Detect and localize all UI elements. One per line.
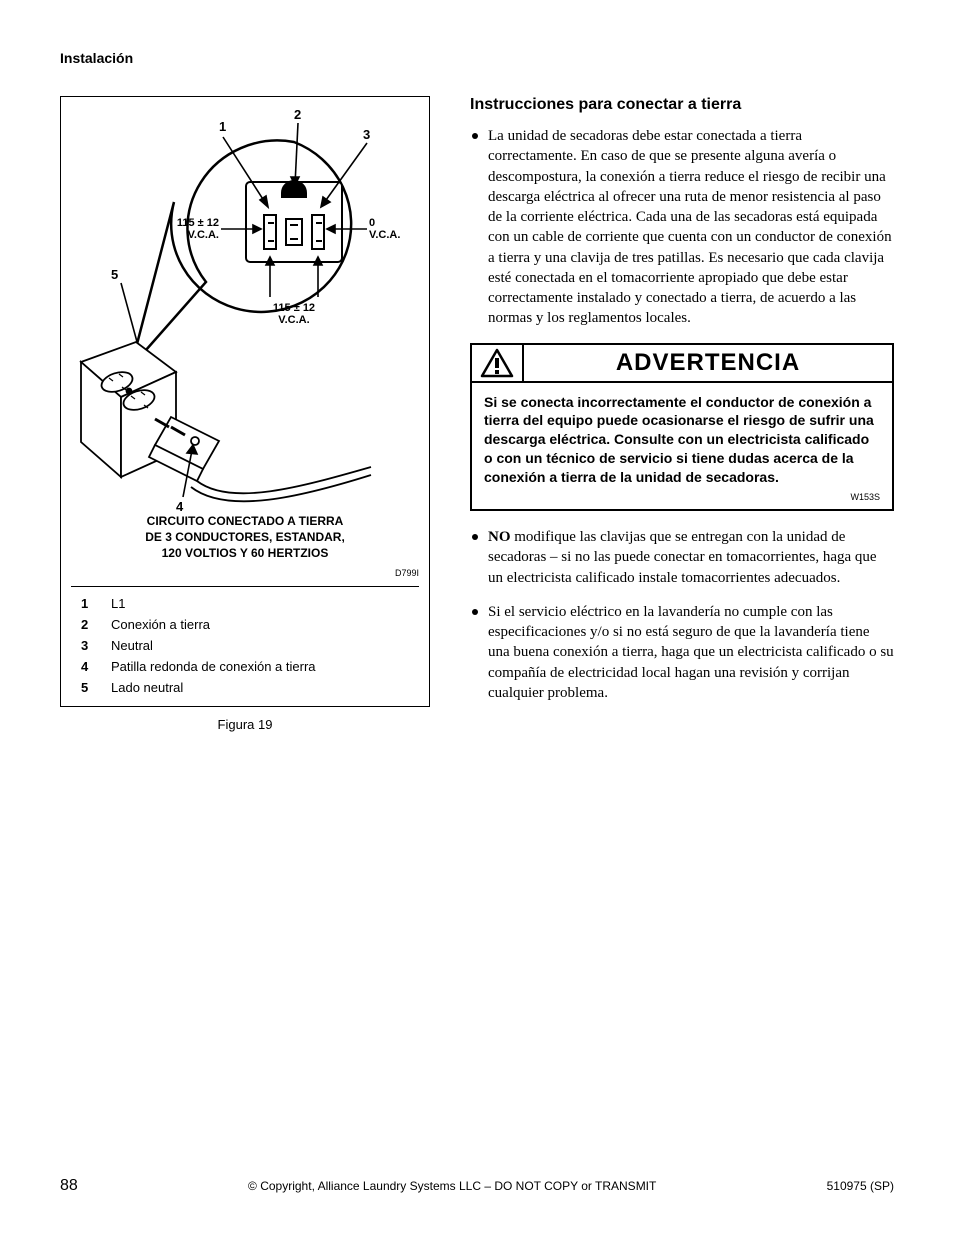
v-left-bot: V.C.A. [159,229,219,241]
list-item: NO modifique las clavijas que se entrega… [488,527,894,588]
legend-text: Conexión a tierra [111,614,322,635]
legend-num: 3 [71,635,111,656]
figure-box: 1 2 3 5 4 115 ± 12 V.C.A. 0 V.C.A. 115 ±… [60,96,430,707]
callout-4: 4 [176,499,183,514]
doc-number: 510975 (SP) [827,1179,894,1193]
warning-title: ADVERTENCIA [524,345,892,381]
legend-num: 5 [71,677,111,698]
v-right-top: 0 [369,217,419,229]
legend-num: 1 [71,593,111,614]
left-column: 1 2 3 5 4 115 ± 12 V.C.A. 0 V.C.A. 115 ±… [60,96,430,732]
list-item: La unidad de secadoras debe estar conect… [488,126,894,329]
figure-title-l3: 120 VOLTIOS Y 60 HERTZIOS [71,545,419,561]
table-row: 4Patilla redonda de conexión a tierra [71,656,322,677]
warning-header: ADVERTENCIA [472,345,892,383]
legend-text: Patilla redonda de conexión a tierra [111,656,322,677]
callout-3: 3 [363,127,370,142]
figure-title-l1: CIRCUITO CONECTADO A TIERRA [71,513,419,529]
warning-box: ADVERTENCIA Si se conecta incorrectament… [470,343,894,512]
legend-num: 4 [71,656,111,677]
right-column: Instrucciones para conectar a tierra La … [470,96,894,732]
figure-title: CIRCUITO CONECTADO A TIERRA DE 3 CONDUCT… [71,513,419,562]
figure-caption: Figura 19 [60,717,430,732]
bullet-list-bottom: NO modifique las clavijas que se entrega… [470,527,894,703]
no-emphasis: NO [488,529,511,545]
legend-text: Neutral [111,635,322,656]
warning-icon [472,345,524,381]
callout-2: 2 [294,107,301,122]
legend-text: L1 [111,593,322,614]
legend-text: Lado neutral [111,677,322,698]
section-heading: Instrucciones para conectar a tierra [470,96,894,114]
list-item: Si el servicio eléctrico en la lavanderí… [488,602,894,703]
v-left-top: 115 ± 12 [159,217,219,229]
warning-text: Si se conecta incorrectamente el conduct… [484,394,874,486]
content-columns: 1 2 3 5 4 115 ± 12 V.C.A. 0 V.C.A. 115 ±… [60,96,894,732]
figure-code: D799I [71,568,419,578]
voltage-bottom: 115 ± 12 V.C.A. [259,302,329,326]
table-row: 1L1 [71,593,322,614]
voltage-left: 115 ± 12 V.C.A. [159,217,219,241]
figure-title-l2: DE 3 CONDUCTORES, ESTANDAR, [71,529,419,545]
table-row: 3Neutral [71,635,322,656]
bullet2-rest: modifique las clavijas que se entregan c… [488,529,877,586]
table-row: 5Lado neutral [71,677,322,698]
v-right-bot: V.C.A. [369,229,419,241]
wiring-diagram: 1 2 3 5 4 115 ± 12 V.C.A. 0 V.C.A. 115 ±… [71,107,419,507]
legend-table: 1L1 2Conexión a tierra 3Neutral 4Patilla… [71,593,322,698]
warning-body: Si se conecta incorrectamente el conduct… [472,383,892,510]
page-number: 88 [60,1177,78,1195]
table-row: 2Conexión a tierra [71,614,322,635]
legend-num: 2 [71,614,111,635]
page-footer: 88 © Copyright, Alliance Laundry Systems… [60,1177,894,1195]
callout-1: 1 [219,119,226,134]
bullet-list-top: La unidad de secadoras debe estar conect… [470,126,894,329]
warning-code: W153S [484,491,880,503]
v-bot-bot: V.C.A. [259,314,329,326]
callout-5: 5 [111,267,118,282]
diagram-svg [71,107,421,507]
figure-divider [71,586,419,587]
v-bot-top: 115 ± 12 [259,302,329,314]
copyright-text: © Copyright, Alliance Laundry Systems LL… [248,1179,656,1193]
voltage-right: 0 V.C.A. [369,217,419,241]
page-header: Instalación [60,50,894,66]
